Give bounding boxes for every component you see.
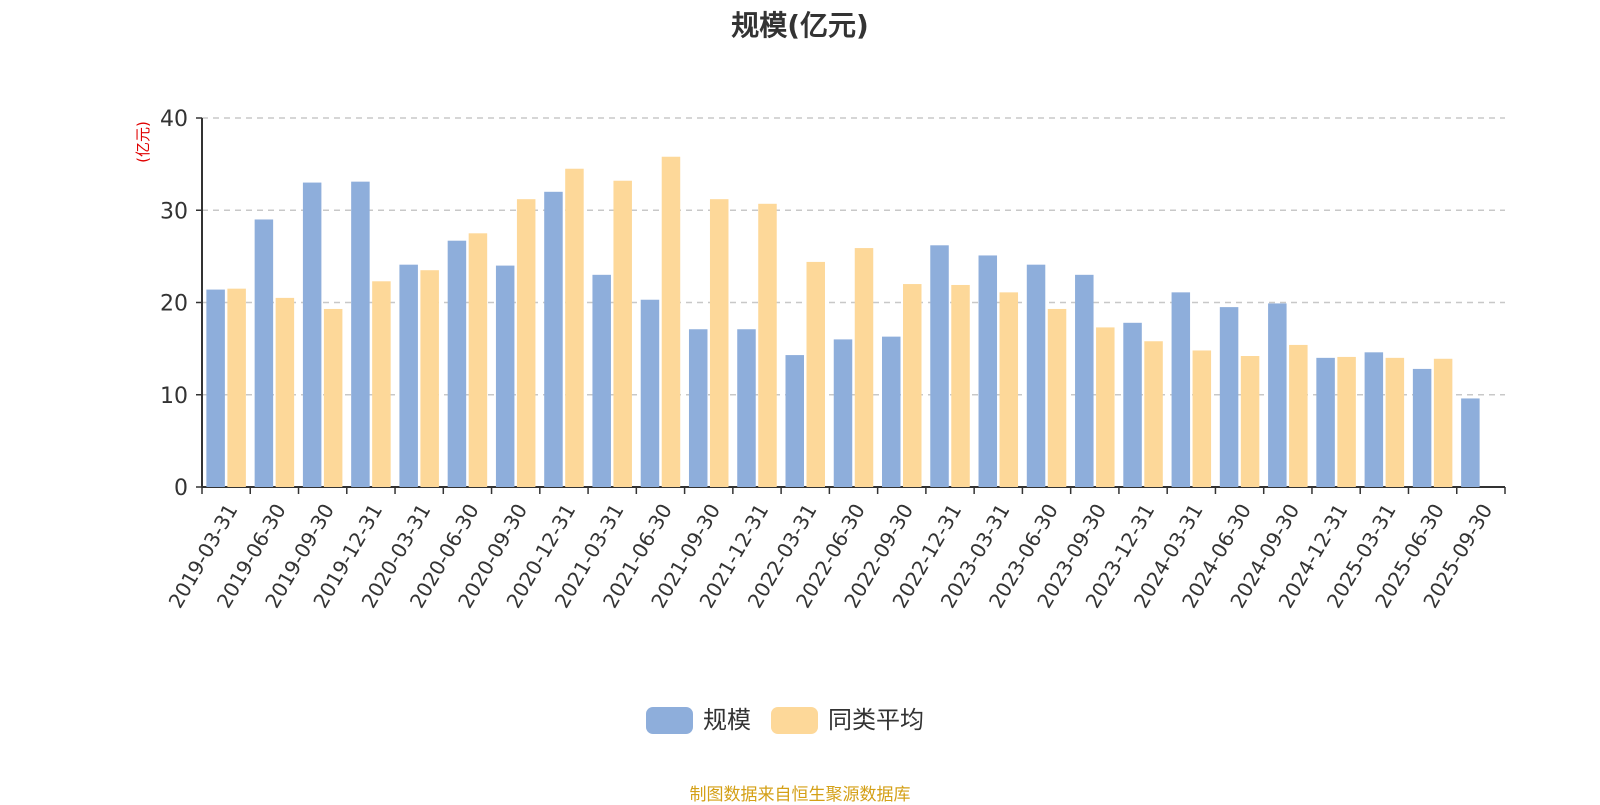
bar-tonglei-2023-12-31 [1144,341,1163,487]
y-axis-label: (亿元) [134,121,152,163]
bar-guimo-2025-09-30 [1461,398,1480,487]
bar-tonglei-2025-03-31 [1385,357,1405,487]
legend[interactable]: 规模 同类平均 [646,706,924,734]
axes [196,117,1506,494]
legend-label: 规模 [703,706,751,734]
y-tick-label: 10 [160,384,188,409]
y-tick-label: 40 [160,107,188,132]
bar-tonglei-2025-06-30 [1433,358,1453,487]
y-tick-label: 20 [160,292,188,317]
bar-tonglei-2024-03-31 [1192,350,1212,487]
bar-guimo-2024-06-30 [1219,307,1239,487]
bar-guimo-2022-12-31 [930,245,949,487]
bar-guimo-2019-03-31 [206,289,225,487]
legend-swatch [646,707,693,734]
bar-guimo-2022-03-31 [785,355,804,487]
bar-guimo-2020-12-31 [544,191,563,488]
bar-guimo-2021-12-31 [737,329,756,487]
bar-tonglei-2023-09-30 [1096,327,1115,487]
bar-guimo-2025-06-30 [1412,368,1432,487]
bar-guimo-2022-06-30 [833,339,853,487]
bar-guimo-2020-03-31 [399,264,418,487]
bars [206,156,1480,488]
bar-guimo-2023-03-31 [978,255,998,487]
bar-guimo-2025-03-31 [1364,352,1384,487]
y-tick-label: 0 [174,476,188,501]
bar-tonglei-2023-03-31 [999,292,1019,487]
bar-guimo-2021-09-30 [688,329,708,487]
bar-guimo-2022-09-30 [882,336,901,487]
bar-tonglei-2022-12-31 [951,284,970,487]
bar-tonglei-2019-06-30 [275,297,295,487]
bar-tonglei-2020-06-30 [468,233,488,487]
bar-guimo-2024-09-30 [1268,303,1287,487]
bar-guimo-2023-06-30 [1026,264,1046,487]
bar-tonglei-2020-03-31 [420,270,439,487]
bar-tonglei-2021-12-31 [758,203,777,488]
bar-tonglei-2022-06-30 [854,248,874,487]
bar-guimo-2019-06-30 [254,219,274,487]
bar-guimo-2023-12-31 [1123,322,1142,487]
bar-tonglei-2022-03-31 [806,261,825,487]
bar-tonglei-2020-12-31 [565,168,584,488]
bar-tonglei-2023-06-30 [1047,308,1067,487]
bar-guimo-2024-12-31 [1316,357,1335,487]
bar-guimo-2019-09-30 [302,182,322,487]
bar-tonglei-2024-06-30 [1240,356,1260,487]
chart-title: 规模(亿元) [731,9,869,42]
bar-guimo-2023-09-30 [1075,274,1094,487]
grid-lines [202,117,1505,396]
bar-tonglei-2021-03-31 [613,180,632,488]
bar-guimo-2020-09-30 [495,265,515,487]
bar-tonglei-2019-03-31 [227,288,246,487]
bar-tonglei-2019-12-31 [372,281,391,487]
bar-guimo-2021-06-30 [640,299,660,487]
bar-tonglei-2020-09-30 [516,199,536,487]
y-tick-label: 30 [160,199,188,224]
bar-tonglei-2024-09-30 [1289,344,1308,487]
legend-item-1[interactable]: 同类平均 [771,706,924,734]
bar-tonglei-2021-06-30 [661,156,681,487]
legend-swatch [771,707,818,734]
legend-item-0[interactable]: 规模 [646,706,751,734]
bar-tonglei-2019-09-30 [323,308,343,487]
bar-guimo-2019-12-31 [351,181,370,487]
data-source-note: 制图数据来自恒生聚源数据库 [689,785,911,805]
legend-label: 同类平均 [828,706,924,734]
bar-guimo-2020-06-30 [447,240,467,487]
bar-tonglei-2024-12-31 [1337,356,1356,487]
bar-guimo-2024-03-31 [1171,292,1191,487]
bar-guimo-2021-03-31 [592,274,611,487]
bar-tonglei-2021-09-30 [709,199,729,487]
bar-tonglei-2022-09-30 [903,284,922,487]
